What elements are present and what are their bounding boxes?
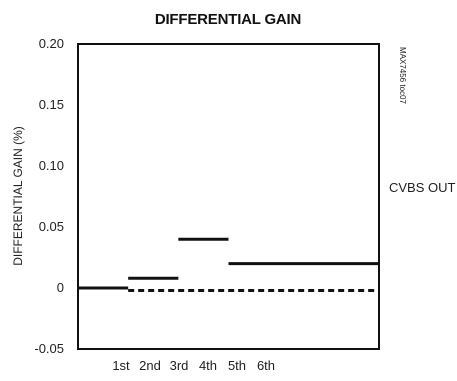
x-axis: 1st 2nd 3rd 4th 5th 6th (112, 358, 275, 373)
x-tick-label: 1st (112, 358, 130, 373)
y-tick-label: -0.05 (34, 341, 64, 356)
y-tick-label: 0.05 (39, 219, 64, 234)
x-tick-label: 2nd (139, 358, 161, 373)
y-tick-label: 0.15 (39, 97, 64, 112)
x-tick-label: 4th (199, 358, 217, 373)
y-tick-label: 0 (57, 280, 64, 295)
y-axis-label: DIFFERENTIAL GAIN (%) (11, 126, 25, 266)
plot-frame (77, 43, 380, 350)
x-tick-label: 5th (228, 358, 246, 373)
chart-title: DIFFERENTIAL GAIN (155, 11, 301, 28)
data-series (78, 237, 379, 292)
y-axis: 0.20 0.15 0.10 0.05 0 -0.05 (34, 36, 64, 356)
y-tick-label: 0.10 (39, 158, 64, 173)
cvbs-out-annotation: CVBS OUT (389, 180, 456, 195)
x-tick-label: 6th (257, 358, 275, 373)
part-number-note: MAX7456 toc07 (398, 47, 407, 104)
y-tick-label: 0.20 (39, 36, 64, 51)
x-tick-label: 3rd (170, 358, 189, 373)
